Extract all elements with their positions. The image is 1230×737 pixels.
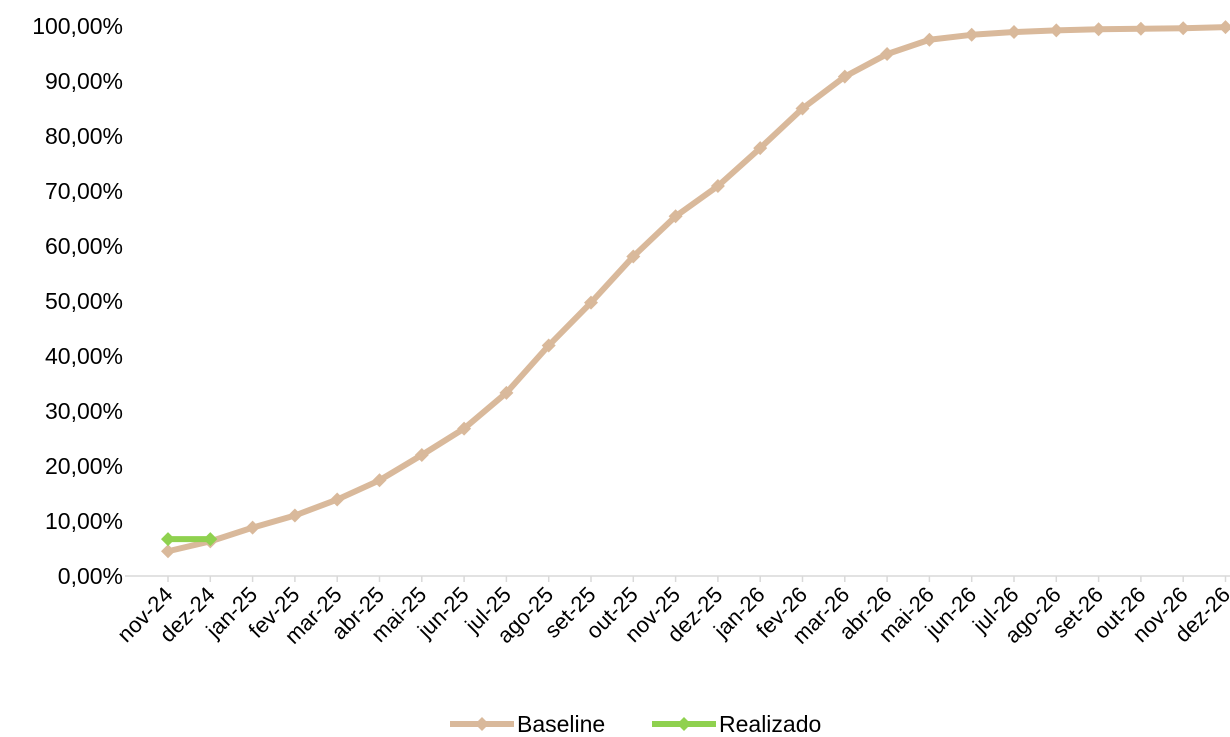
legend-label-baseline: Baseline: [517, 711, 605, 737]
legend-marker-baseline: [475, 717, 489, 731]
data-point-baseline: [245, 520, 260, 535]
y-tick-label: 30,00%: [45, 398, 123, 424]
data-point-baseline: [1218, 20, 1230, 35]
data-point-baseline: [922, 32, 937, 47]
data-point-baseline: [457, 421, 472, 436]
data-point-baseline: [499, 385, 514, 400]
y-tick-label: 40,00%: [45, 343, 123, 369]
y-tick-label: 50,00%: [45, 288, 123, 314]
series-layer: [161, 20, 1230, 559]
y-tick-label: 70,00%: [45, 178, 123, 204]
y-tick-label: 0,00%: [58, 563, 123, 589]
legend-marker-realizado: [677, 717, 691, 731]
legend: Baseline Realizado: [450, 711, 821, 737]
y-tick-label: 80,00%: [45, 123, 123, 149]
data-point-realizado: [203, 532, 218, 547]
data-point-baseline: [837, 69, 852, 84]
data-point-baseline: [1176, 21, 1191, 36]
data-point-baseline: [1133, 21, 1148, 36]
data-point-baseline: [1091, 22, 1106, 37]
data-point-baseline: [330, 492, 345, 507]
data-point-baseline: [584, 295, 598, 310]
legend-label-realizado: Realizado: [719, 711, 821, 737]
data-point-baseline: [710, 179, 725, 194]
data-point-baseline: [880, 47, 895, 62]
data-point-baseline: [1007, 25, 1021, 40]
y-tick-label: 10,00%: [45, 508, 123, 534]
data-point-baseline: [161, 544, 175, 559]
y-tick-label: 90,00%: [45, 68, 123, 94]
data-point-baseline: [414, 448, 429, 462]
y-tick-label: 100,00%: [32, 13, 123, 39]
data-point-baseline: [541, 338, 556, 353]
data-point-baseline: [372, 473, 387, 488]
y-tick-label: 60,00%: [45, 233, 123, 259]
data-point-baseline: [753, 141, 768, 156]
data-point-baseline: [1049, 23, 1064, 38]
data-point-realizado: [161, 532, 175, 547]
data-point-baseline: [964, 27, 979, 42]
y-tick-label: 20,00%: [45, 453, 123, 479]
data-point-baseline: [626, 249, 641, 264]
data-point-baseline: [668, 209, 683, 224]
data-point-baseline: [795, 101, 810, 116]
series-line-baseline: [165, 24, 1229, 555]
y-axis: 0,00% 10,00% 20,00% 30,00% 40,00% 50,00% 60,00…: [32, 13, 123, 589]
x-axis: nov-24dez-24jan-25fev-25mar-25abr-25mai-…: [112, 576, 1230, 649]
data-point-baseline: [287, 508, 302, 523]
